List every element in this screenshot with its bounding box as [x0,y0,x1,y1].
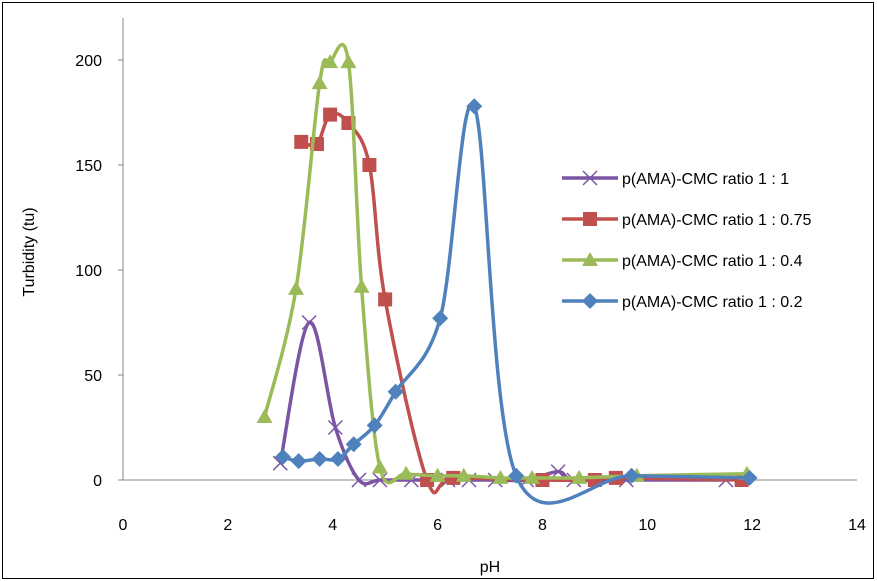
data-point [550,464,566,480]
x-tick-labels: 0 2 4 6 8 10 12 14 [119,517,866,534]
x-tick-label: 0 [119,517,128,534]
data-point [429,467,446,482]
data-point [353,278,370,293]
data-point [345,436,362,453]
data-point [301,314,317,331]
legend-item: p(AMA)-CMC ratio 1 : 0.2 [562,293,803,311]
legend-marker [582,252,598,266]
legend-label: p(AMA)-CMC ratio 1 : 1 [622,171,789,188]
y-tick-label: 0 [93,473,102,490]
data-point [623,467,640,484]
data-point [340,54,357,69]
legend-marker [582,293,598,309]
data-point [571,469,588,484]
legend-item: p(AMA)-CMC ratio 1 : 1 [562,170,789,188]
series-line [278,320,726,486]
x-tick-label: 10 [638,517,656,534]
data-point [322,54,339,69]
y-tick-labels: 0 50 100 150 200 [75,53,123,490]
y-tick-label: 50 [84,368,102,385]
y-tick-label: 100 [75,263,102,280]
data-point [523,469,540,484]
legend-item: p(AMA)-CMC ratio 1 : 0.4 [562,252,803,270]
data-point [288,280,305,295]
data-point [378,292,393,307]
data-point [372,472,388,488]
data-point [294,134,309,149]
x-tick-label: 14 [848,517,866,534]
data-point [290,453,307,470]
legend-item: p(AMA)-CMC ratio 1 : 0.75 [562,212,811,229]
y-tick-label: 200 [75,53,102,70]
x-tick-label: 8 [538,517,547,534]
x-tick-label: 12 [743,517,761,534]
legend: p(AMA)-CMC ratio 1 : 1 p(AMA)-CMC ratio 1… [562,170,811,311]
legend-marker [583,212,597,226]
x-tick-label: 2 [223,517,232,534]
series-4 [274,98,758,505]
axes [122,18,857,481]
data-point [329,451,346,467]
data-point [508,467,525,484]
data-point [366,417,383,434]
data-point [398,465,415,480]
data-point [311,451,328,467]
data-point [492,469,509,484]
legend-label: p(AMA)-CMC ratio 1 : 0.2 [622,294,803,311]
series-layer [256,42,758,505]
data-point [274,448,291,465]
x-tick-label: 4 [328,517,337,534]
data-point [351,472,367,488]
data-point [466,98,483,115]
y-axis-title: Turbidity (tu) [21,207,38,296]
data-point [362,158,377,172]
legend-label: p(AMA)-CMC ratio 1 : 0.75 [622,212,811,229]
data-point [371,459,388,474]
y-tick-label: 150 [75,158,102,175]
data-point [311,75,328,90]
data-point [387,383,404,400]
data-point [455,467,472,482]
data-point [323,107,338,122]
data-point [741,469,758,486]
x-tick-label: 6 [433,517,442,534]
data-point [432,310,449,327]
data-point [327,419,343,436]
data-point [256,409,273,423]
legend-label: p(AMA)-CMC ratio 1 : 0.4 [622,253,803,270]
x-axis-title: pH [480,559,500,576]
legend-marker [582,170,598,186]
